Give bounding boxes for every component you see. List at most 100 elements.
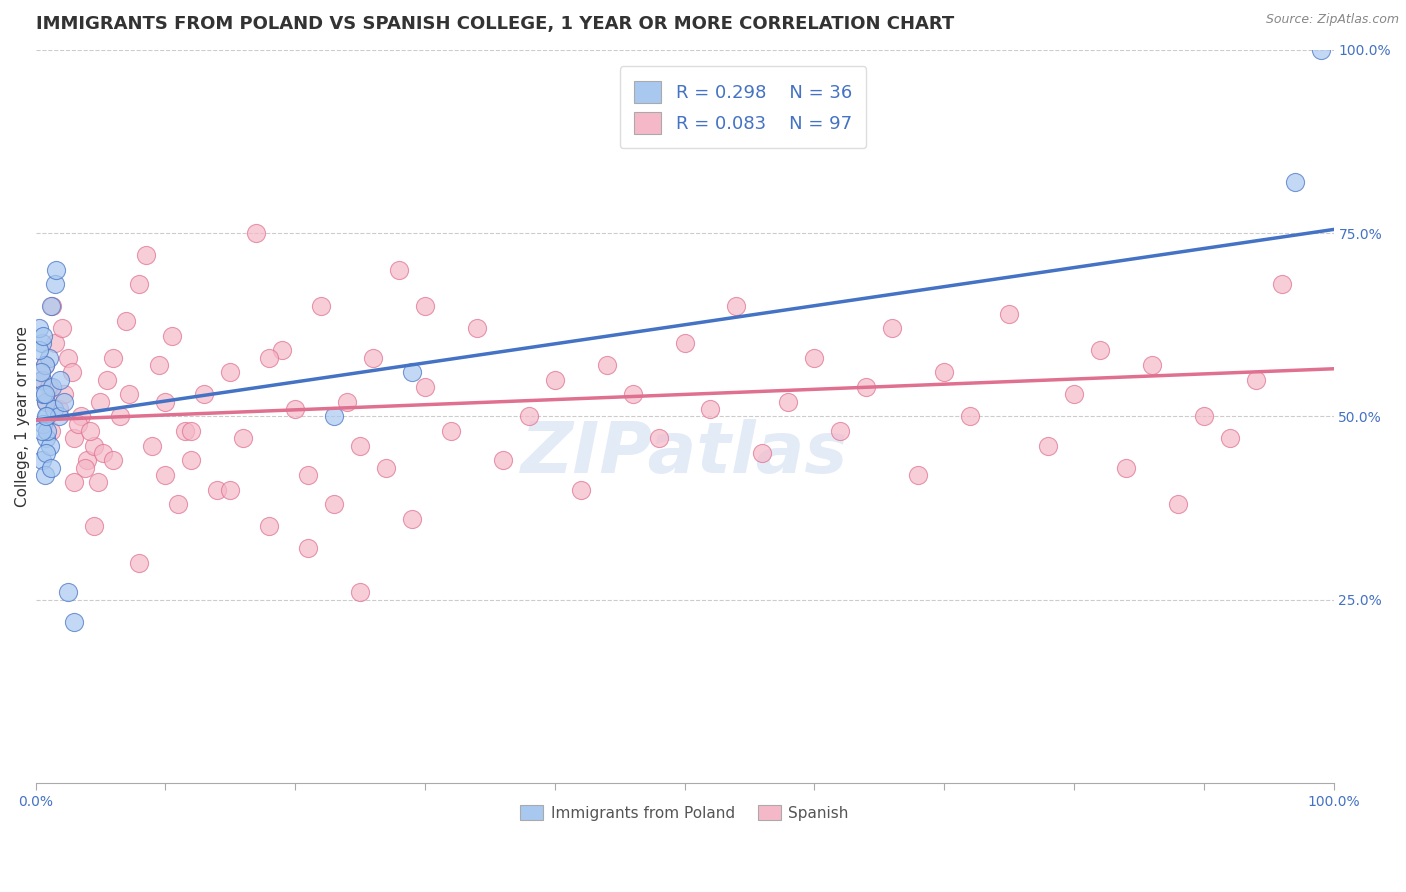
Point bbox=[855, 380, 877, 394]
Point bbox=[41, 300, 63, 314]
Point bbox=[38, 351, 60, 365]
Point bbox=[30, 366, 52, 380]
Point bbox=[32, 387, 55, 401]
Point bbox=[91, 446, 114, 460]
Point bbox=[38, 439, 60, 453]
Legend: Immigrants from Poland, Spanish: Immigrants from Poland, Spanish bbox=[515, 798, 855, 827]
Point bbox=[31, 336, 53, 351]
Point bbox=[882, 321, 904, 335]
Point bbox=[998, 307, 1021, 321]
Point bbox=[39, 300, 62, 314]
Point bbox=[35, 432, 58, 446]
Point bbox=[53, 394, 76, 409]
Point bbox=[128, 277, 150, 292]
Point bbox=[309, 300, 332, 314]
Point bbox=[673, 336, 696, 351]
Point bbox=[1309, 43, 1331, 57]
Point bbox=[35, 446, 58, 460]
Point bbox=[63, 432, 86, 446]
Point bbox=[31, 453, 53, 467]
Point bbox=[388, 262, 411, 277]
Point bbox=[108, 409, 131, 424]
Point bbox=[1284, 175, 1306, 189]
Point bbox=[803, 351, 825, 365]
Point bbox=[56, 351, 79, 365]
Text: ZIPatlas: ZIPatlas bbox=[520, 418, 848, 488]
Point bbox=[42, 402, 65, 417]
Point bbox=[38, 380, 60, 394]
Point bbox=[1140, 358, 1163, 372]
Point bbox=[35, 409, 58, 424]
Point bbox=[49, 373, 72, 387]
Point bbox=[128, 556, 150, 570]
Point bbox=[34, 358, 56, 372]
Point bbox=[232, 432, 254, 446]
Point bbox=[907, 468, 929, 483]
Point bbox=[257, 351, 280, 365]
Point bbox=[31, 373, 53, 387]
Point bbox=[1088, 343, 1111, 358]
Point bbox=[135, 248, 157, 262]
Point bbox=[401, 512, 423, 526]
Point bbox=[96, 373, 118, 387]
Point bbox=[67, 417, 90, 431]
Point bbox=[271, 343, 294, 358]
Point bbox=[336, 394, 359, 409]
Point bbox=[173, 424, 195, 438]
Point bbox=[73, 460, 96, 475]
Point bbox=[34, 387, 56, 401]
Point bbox=[219, 366, 242, 380]
Point bbox=[31, 373, 53, 387]
Point bbox=[28, 321, 51, 335]
Point bbox=[103, 453, 125, 467]
Point bbox=[323, 497, 346, 511]
Point bbox=[44, 336, 66, 351]
Point bbox=[32, 417, 55, 431]
Point bbox=[35, 394, 58, 409]
Point bbox=[778, 394, 800, 409]
Point bbox=[87, 475, 110, 490]
Point bbox=[56, 585, 79, 599]
Point bbox=[79, 424, 101, 438]
Point bbox=[517, 409, 540, 424]
Point bbox=[31, 424, 53, 438]
Point bbox=[34, 358, 56, 372]
Y-axis label: College, 1 year or more: College, 1 year or more bbox=[15, 326, 30, 507]
Point bbox=[83, 439, 105, 453]
Point bbox=[167, 497, 190, 511]
Point bbox=[323, 409, 346, 424]
Point bbox=[60, 366, 83, 380]
Point bbox=[180, 424, 202, 438]
Point bbox=[48, 409, 70, 424]
Point bbox=[465, 321, 488, 335]
Point bbox=[413, 300, 436, 314]
Point bbox=[48, 402, 70, 417]
Point bbox=[595, 358, 617, 372]
Point bbox=[115, 314, 138, 328]
Point bbox=[160, 328, 183, 343]
Point bbox=[830, 424, 852, 438]
Point bbox=[245, 226, 267, 240]
Point bbox=[569, 483, 592, 497]
Point bbox=[1244, 373, 1267, 387]
Point bbox=[1167, 497, 1189, 511]
Point bbox=[725, 300, 748, 314]
Point bbox=[257, 519, 280, 533]
Text: Source: ZipAtlas.com: Source: ZipAtlas.com bbox=[1265, 13, 1399, 27]
Text: IMMIGRANTS FROM POLAND VS SPANISH COLLEGE, 1 YEAR OR MORE CORRELATION CHART: IMMIGRANTS FROM POLAND VS SPANISH COLLEG… bbox=[35, 15, 953, 33]
Point bbox=[89, 394, 111, 409]
Point bbox=[37, 409, 59, 424]
Point bbox=[28, 343, 51, 358]
Point bbox=[297, 468, 319, 483]
Point bbox=[35, 394, 58, 409]
Point bbox=[1115, 460, 1137, 475]
Point bbox=[63, 615, 86, 629]
Point bbox=[1063, 387, 1085, 401]
Point bbox=[219, 483, 242, 497]
Point bbox=[103, 351, 125, 365]
Point bbox=[1192, 409, 1215, 424]
Point bbox=[45, 262, 67, 277]
Point bbox=[180, 453, 202, 467]
Point bbox=[284, 402, 307, 417]
Point bbox=[39, 460, 62, 475]
